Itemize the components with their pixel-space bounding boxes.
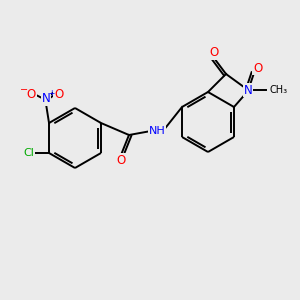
Text: O: O: [116, 154, 126, 166]
Text: CH₃: CH₃: [270, 85, 288, 95]
Text: O: O: [254, 61, 262, 74]
Text: NH: NH: [148, 126, 165, 136]
Text: N: N: [244, 83, 252, 97]
Text: +: +: [48, 89, 54, 98]
Text: −: −: [20, 85, 28, 95]
Text: Cl: Cl: [24, 148, 34, 158]
Text: O: O: [26, 88, 36, 101]
Text: O: O: [54, 88, 64, 101]
Text: N: N: [42, 92, 50, 106]
Text: O: O: [209, 46, 219, 59]
